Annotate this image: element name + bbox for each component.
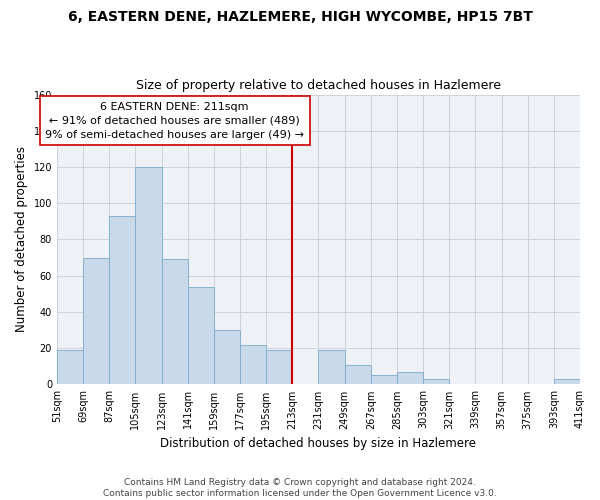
- Bar: [397, 372, 423, 384]
- Bar: [83, 258, 109, 384]
- Bar: [423, 379, 449, 384]
- Text: 6 EASTERN DENE: 211sqm
← 91% of detached houses are smaller (489)
9% of semi-det: 6 EASTERN DENE: 211sqm ← 91% of detached…: [45, 102, 304, 140]
- Bar: [319, 350, 344, 384]
- Text: Contains HM Land Registry data © Crown copyright and database right 2024.
Contai: Contains HM Land Registry data © Crown c…: [103, 478, 497, 498]
- Bar: [371, 376, 397, 384]
- X-axis label: Distribution of detached houses by size in Hazlemere: Distribution of detached houses by size …: [160, 437, 476, 450]
- Y-axis label: Number of detached properties: Number of detached properties: [15, 146, 28, 332]
- Bar: [188, 286, 214, 384]
- Bar: [136, 167, 161, 384]
- Bar: [344, 364, 371, 384]
- Bar: [214, 330, 240, 384]
- Bar: [57, 350, 83, 384]
- Title: Size of property relative to detached houses in Hazlemere: Size of property relative to detached ho…: [136, 79, 501, 92]
- Bar: [554, 379, 580, 384]
- Bar: [240, 344, 266, 385]
- Bar: [266, 350, 292, 384]
- Bar: [109, 216, 136, 384]
- Bar: [161, 260, 188, 384]
- Text: 6, EASTERN DENE, HAZLEMERE, HIGH WYCOMBE, HP15 7BT: 6, EASTERN DENE, HAZLEMERE, HIGH WYCOMBE…: [68, 10, 532, 24]
